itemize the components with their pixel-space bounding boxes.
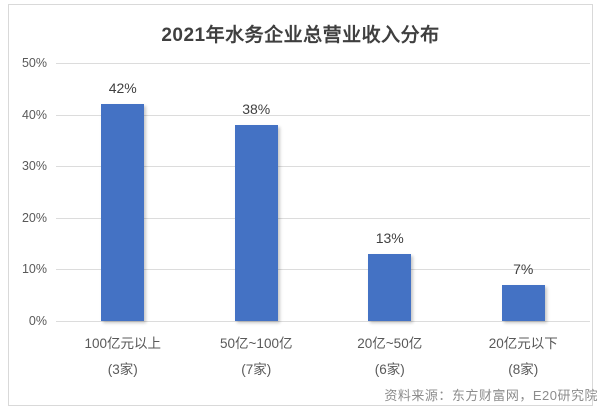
bar: [101, 104, 145, 321]
bar: [234, 124, 278, 321]
x-tick-sublabel: (6家): [374, 362, 405, 377]
gridline: [56, 166, 590, 168]
bar-value-label: 42%: [108, 80, 137, 97]
y-tick-label: 30%: [21, 159, 47, 174]
y-tick-label: 40%: [21, 107, 47, 122]
x-tick-sublabel: (3家): [107, 362, 138, 377]
x-tick-label: 100亿元以上: [84, 336, 162, 351]
x-tick-group: 20亿元以下 (8家): [457, 331, 591, 383]
y-tick-label: 0%: [28, 314, 47, 328]
y-tick-label: 50%: [21, 56, 47, 70]
x-axis-labels: 100亿元以上 (3家) 50亿~100亿 (7家) 20亿~50亿 (6家) 20亿元以下…: [56, 331, 590, 387]
bar: [368, 253, 412, 321]
gridline: [56, 321, 590, 322]
bar-value-label: 38%: [242, 100, 271, 117]
chart-frame: 2021年水务企业总营业收入分布 42% 38% 13% 7% 0% 10% 20% 30%…: [8, 4, 593, 406]
bar-value-label: 13%: [375, 229, 404, 246]
x-tick-label: 20亿元以下: [488, 336, 558, 351]
y-tick-label: 20%: [21, 210, 47, 225]
x-tick-label: 20亿~50亿: [357, 336, 423, 351]
gridline: [56, 269, 590, 271]
x-tick-group: 100亿元以上 (3家): [56, 331, 190, 383]
x-tick-sublabel: (7家): [241, 362, 272, 377]
source-note: 资料来源：东方财富网，E20研究院: [384, 388, 598, 403]
gridline: [56, 114, 590, 116]
chart-title: 2021年水务企业总营业收入分布: [161, 25, 440, 46]
y-tick-label: 10%: [21, 262, 47, 277]
x-tick-group: 20亿~50亿 (6家): [323, 331, 457, 383]
bar-value-label: 7%: [513, 260, 534, 277]
x-tick-sublabel: (8家): [508, 362, 539, 377]
bar: [501, 284, 545, 321]
plot-area: 42% 38% 13% 7%: [56, 63, 590, 322]
x-tick-group: 50亿~100亿 (7家): [190, 331, 324, 383]
gridline: [56, 63, 590, 64]
x-tick-label: 50亿~100亿: [220, 336, 293, 351]
gridline: [56, 217, 590, 219]
